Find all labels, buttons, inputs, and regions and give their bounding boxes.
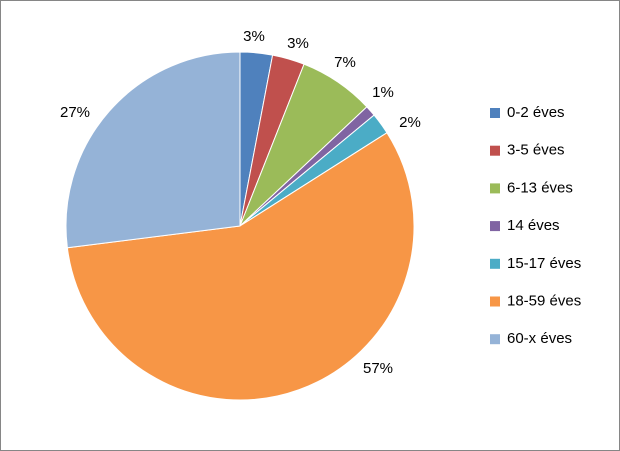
legend-swatch: [490, 183, 500, 194]
pie-slice: [65, 51, 241, 249]
legend-swatch: [490, 296, 500, 307]
legend-swatch: [490, 145, 500, 156]
legend-label: 14 éves: [507, 217, 560, 234]
legend-label: 18-59 éves: [507, 292, 581, 309]
data-label: 2%: [399, 114, 421, 131]
legend-swatch: [490, 258, 500, 269]
data-label: 27%: [60, 104, 90, 121]
pie-slice: [66, 132, 415, 401]
legend-label: 0-2 éves: [507, 104, 565, 121]
data-label: 7%: [334, 54, 356, 71]
data-label: 3%: [243, 28, 265, 45]
legend-label: 60-x éves: [507, 330, 572, 347]
data-label: 3%: [287, 35, 309, 52]
legend-swatch: [490, 108, 500, 118]
legend-label: 15-17 éves: [507, 255, 581, 272]
legend-swatch: [490, 334, 500, 345]
data-label: 1%: [372, 84, 394, 101]
legend-swatch: [490, 221, 500, 232]
legend-label: 3-5 éves: [507, 142, 565, 159]
data-label: 57%: [363, 360, 393, 377]
legend-label: 6-13 éves: [507, 179, 573, 196]
